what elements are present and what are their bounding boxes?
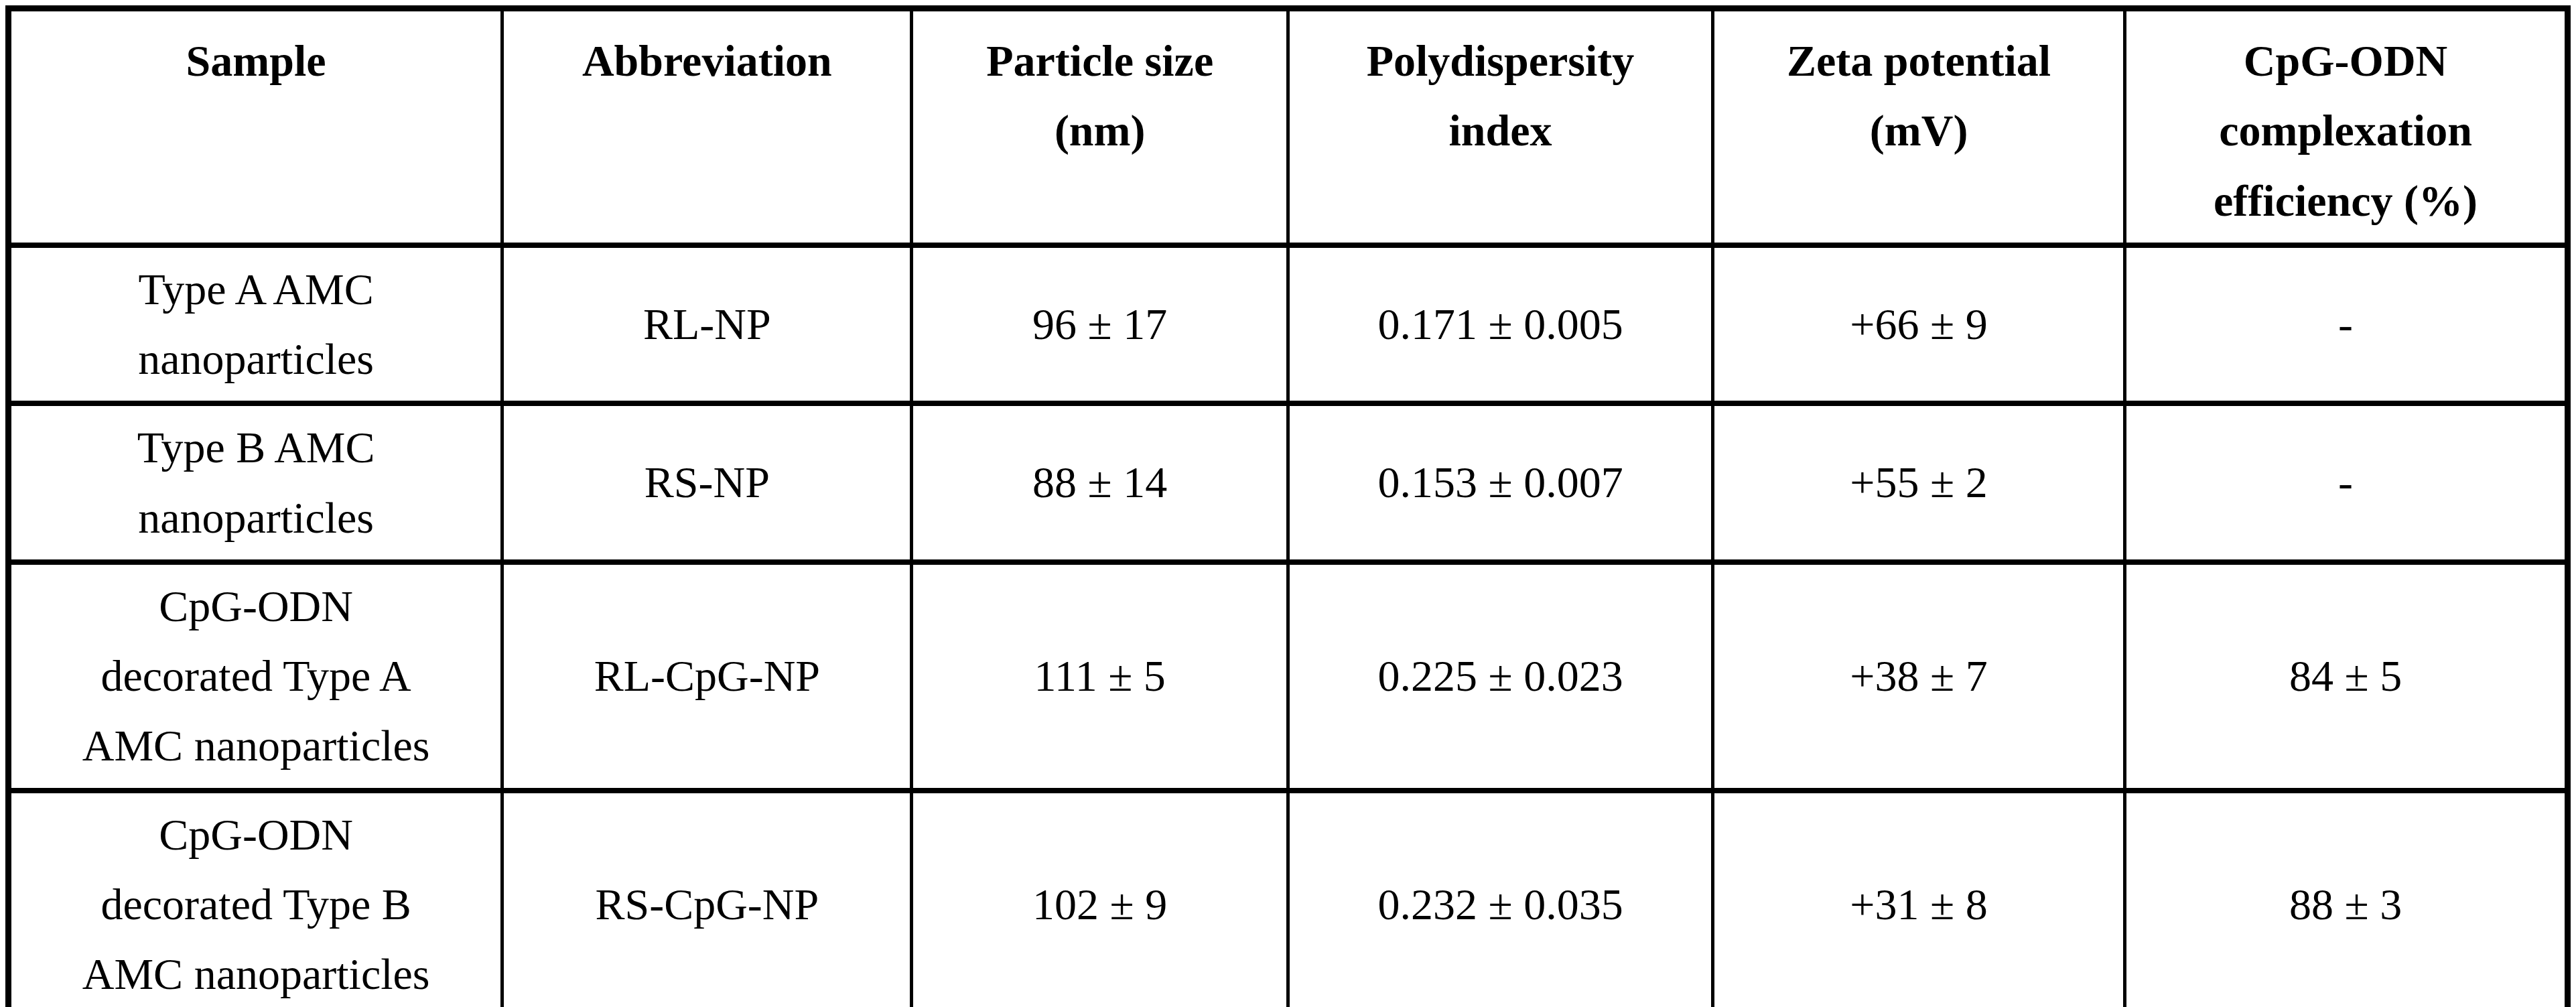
cell-abbreviation: RS-NP [502, 403, 912, 562]
table-row-rs-np: Type B AMC nanoparticles RS-NP 88 ± 14 0… [9, 403, 2568, 562]
cell-particle-size: 96 ± 17 [912, 245, 1288, 404]
cell-zeta: +38 ± 7 [1713, 562, 2125, 791]
cell-cpg: 88 ± 3 [2125, 791, 2568, 1007]
nanoparticle-characterization-table: Sample Abbreviation Particle size (nm) P… [5, 5, 2571, 1007]
cell-zeta: +55 ± 2 [1713, 403, 2125, 562]
cell-particle-size: 102 ± 9 [912, 791, 1288, 1007]
cell-pdi: 0.171 ± 0.005 [1288, 245, 1712, 404]
cell-particle-size: 111 ± 5 [912, 562, 1288, 791]
cell-zeta: +66 ± 9 [1713, 245, 2125, 404]
cell-zeta: +31 ± 8 [1713, 791, 2125, 1007]
cell-cpg: - [2125, 245, 2568, 404]
cell-abbreviation: RL-NP [502, 245, 912, 404]
cell-cpg: - [2125, 403, 2568, 562]
header-cell-pdi: Polydispersity index [1288, 9, 1712, 245]
cell-pdi: 0.153 ± 0.007 [1288, 403, 1712, 562]
cell-sample: CpG-ODN decorated Type A AMC nanoparticl… [9, 562, 502, 791]
table-row-rl-np: Type A AMC nanoparticles RL-NP 96 ± 17 0… [9, 245, 2568, 404]
header-cell-sample: Sample [9, 9, 502, 245]
table-row-rl-cpg-np: CpG-ODN decorated Type A AMC nanoparticl… [9, 562, 2568, 791]
header-cell-cpg: CpG-ODN complexation efficiency (%) [2125, 9, 2568, 245]
cell-pdi: 0.225 ± 0.023 [1288, 562, 1712, 791]
page: Sample Abbreviation Particle size (nm) P… [0, 0, 2576, 1007]
cell-cpg: 84 ± 5 [2125, 562, 2568, 791]
table-row-rs-cpg-np: CpG-ODN decorated Type B AMC nanoparticl… [9, 791, 2568, 1007]
header-cell-abbreviation: Abbreviation [502, 9, 912, 245]
cell-abbreviation: RS-CpG-NP [502, 791, 912, 1007]
cell-sample: Type A AMC nanoparticles [9, 245, 502, 404]
header-row: Sample Abbreviation Particle size (nm) P… [9, 9, 2568, 245]
cell-abbreviation: RL-CpG-NP [502, 562, 912, 791]
cell-sample: CpG-ODN decorated Type B AMC nanoparticl… [9, 791, 502, 1007]
header-cell-particle-size: Particle size (nm) [912, 9, 1288, 245]
cell-particle-size: 88 ± 14 [912, 403, 1288, 562]
cell-sample: Type B AMC nanoparticles [9, 403, 502, 562]
cell-pdi: 0.232 ± 0.035 [1288, 791, 1712, 1007]
header-cell-zeta: Zeta potential (mV) [1713, 9, 2125, 245]
